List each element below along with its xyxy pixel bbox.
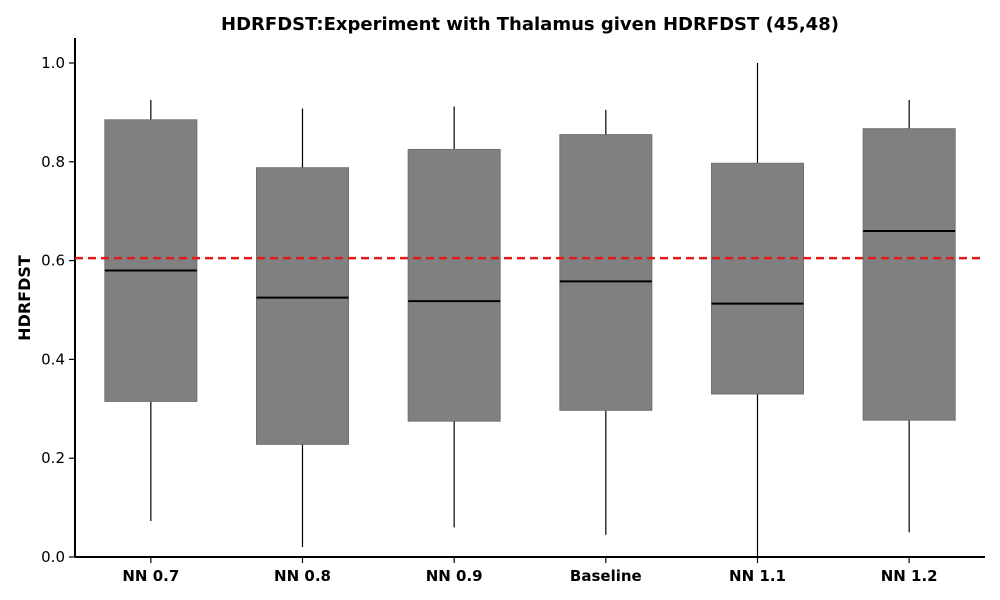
y-tick-label: 0.0	[41, 548, 65, 566]
chart-title: HDRFDST:Experiment with Thalamus given H…	[221, 14, 839, 35]
box	[256, 167, 349, 445]
x-tick-label: NN 1.2	[881, 567, 938, 585]
box	[407, 148, 501, 422]
x-tick-label: NN 0.7	[122, 567, 179, 585]
plot-area: 0.0 0.2 0.4 0.6 0.8 1.0 NN 0.7 NN 0.8 NN 0.9 Base…	[41, 38, 985, 585]
y-tick-label: 0.2	[41, 449, 65, 467]
y-tick-label: 1.0	[41, 54, 65, 72]
box	[104, 119, 198, 402]
box	[862, 128, 956, 421]
x-tick-label: Baseline	[570, 567, 642, 585]
y-tick-label: 0.6	[41, 252, 65, 270]
x-tick-label: NN 0.9	[426, 567, 483, 585]
box	[559, 134, 653, 411]
y-tick-label: 0.4	[41, 350, 65, 368]
box	[711, 162, 804, 395]
x-tick-label: NN 0.8	[274, 567, 331, 585]
y-axis-label: HDRFDST	[15, 255, 34, 341]
x-tick-label: NN 1.1	[729, 567, 786, 585]
y-tick-label: 0.8	[41, 153, 65, 171]
